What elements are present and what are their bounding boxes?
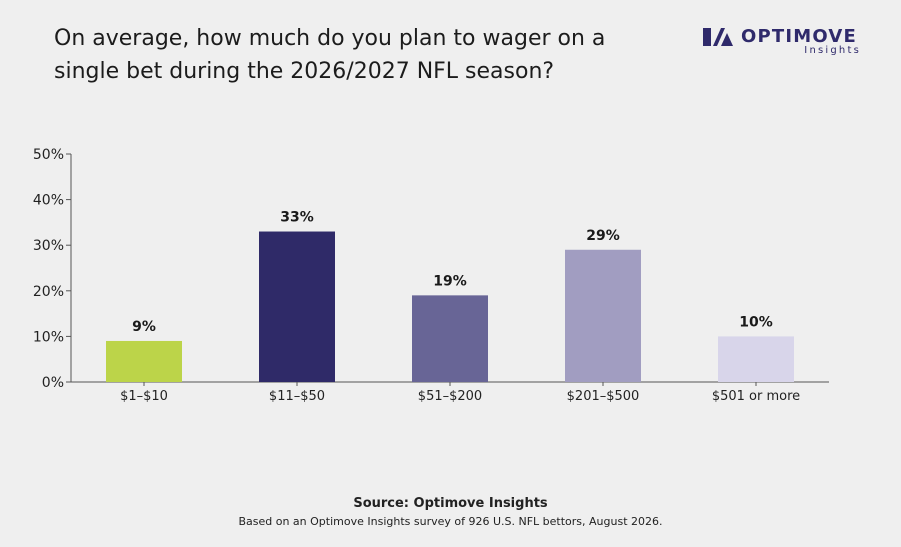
optimove-logo: OPTIMOVE Insights	[703, 26, 873, 60]
data-label: 9%	[132, 319, 156, 335]
y-tick-label: 10%	[33, 329, 64, 345]
logo-subtitle: Insights	[804, 45, 861, 56]
category-label: $11–$50	[269, 389, 325, 404]
data-label: 19%	[433, 273, 467, 289]
category-label: $501 or more	[712, 389, 800, 404]
logo-wordmark: OPTIMOVE	[741, 26, 858, 47]
bar	[106, 340, 182, 382]
data-label: 10%	[739, 314, 773, 330]
category-label: $51–$200	[418, 389, 482, 404]
category-label: $201–$500	[567, 389, 640, 404]
y-tick-label: 40%	[33, 193, 64, 209]
y-tick-label: 20%	[33, 284, 64, 300]
y-tick-label: 50%	[33, 147, 64, 163]
category-label: $1–$10	[120, 389, 168, 404]
optimove-mark-icon	[703, 28, 733, 46]
bar	[565, 249, 641, 382]
y-tick-label: 0%	[42, 375, 64, 391]
y-tick-label: 30%	[33, 238, 64, 254]
bar	[259, 231, 335, 382]
chart-title: On average, how much do you plan to wage…	[54, 26, 606, 84]
bar	[412, 295, 488, 382]
data-label: 33%	[280, 210, 314, 226]
data-label: 29%	[586, 228, 620, 244]
bar	[718, 336, 794, 382]
survey-note: Based on an Optimove Insights survey of …	[238, 515, 663, 528]
source-text: Source: Optimove Insights	[353, 496, 548, 511]
